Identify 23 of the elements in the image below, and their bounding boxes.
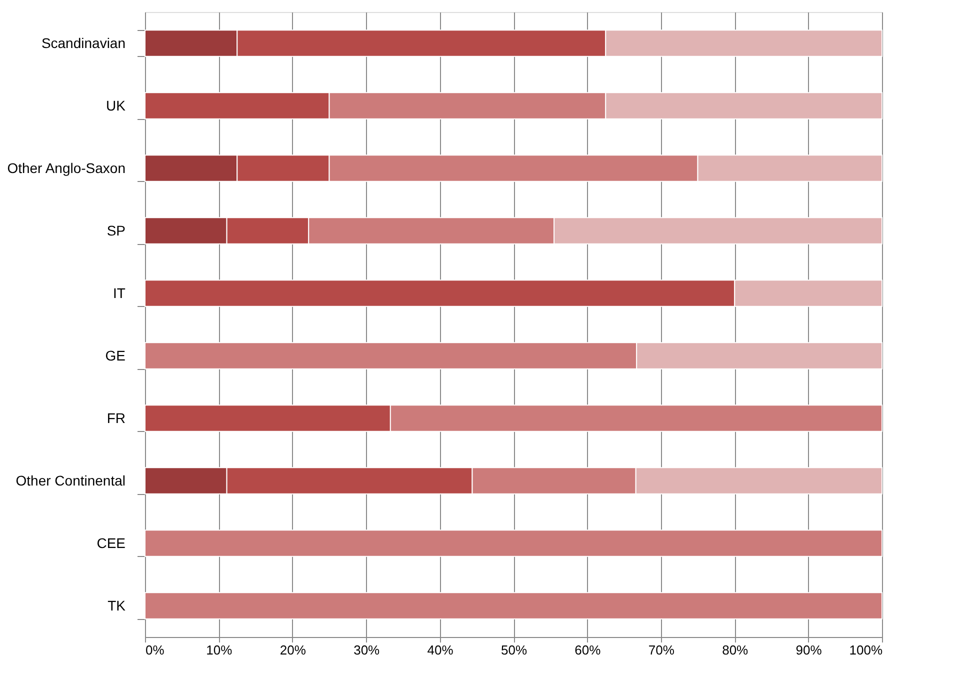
x-tick-label: 30%	[354, 642, 380, 658]
y-tick-label: UK	[106, 97, 126, 114]
x-tick-label: 40%	[427, 642, 454, 658]
x-tick-label: 50%	[500, 642, 528, 658]
x-tick-label: 20%	[280, 642, 306, 658]
x-tick-label: 60%	[574, 642, 602, 658]
x-tick-label: 70%	[648, 642, 675, 658]
y-tick-label: Scandinavian	[41, 34, 126, 51]
y-tick-label: Other Continental	[16, 472, 126, 488]
y-tick-label: GE	[105, 347, 126, 364]
bar	[144, 530, 882, 557]
x-tick-label: 0%	[146, 642, 165, 658]
x-tick-label: 10%	[206, 642, 233, 658]
x-tick-label: 100%	[849, 642, 883, 658]
y-tick-label: CEE	[96, 534, 126, 551]
x-tick-label: 90%	[796, 642, 822, 658]
y-tick-label: TK	[108, 597, 126, 614]
y-tick-label: Other Anglo-Saxon	[7, 160, 126, 176]
y-tick-label: SP	[106, 222, 126, 238]
x-tick-label: 80%	[722, 642, 749, 658]
y-tick-label: FR	[106, 410, 126, 426]
bar	[144, 592, 882, 620]
y-tick-label: IT	[113, 284, 126, 301]
